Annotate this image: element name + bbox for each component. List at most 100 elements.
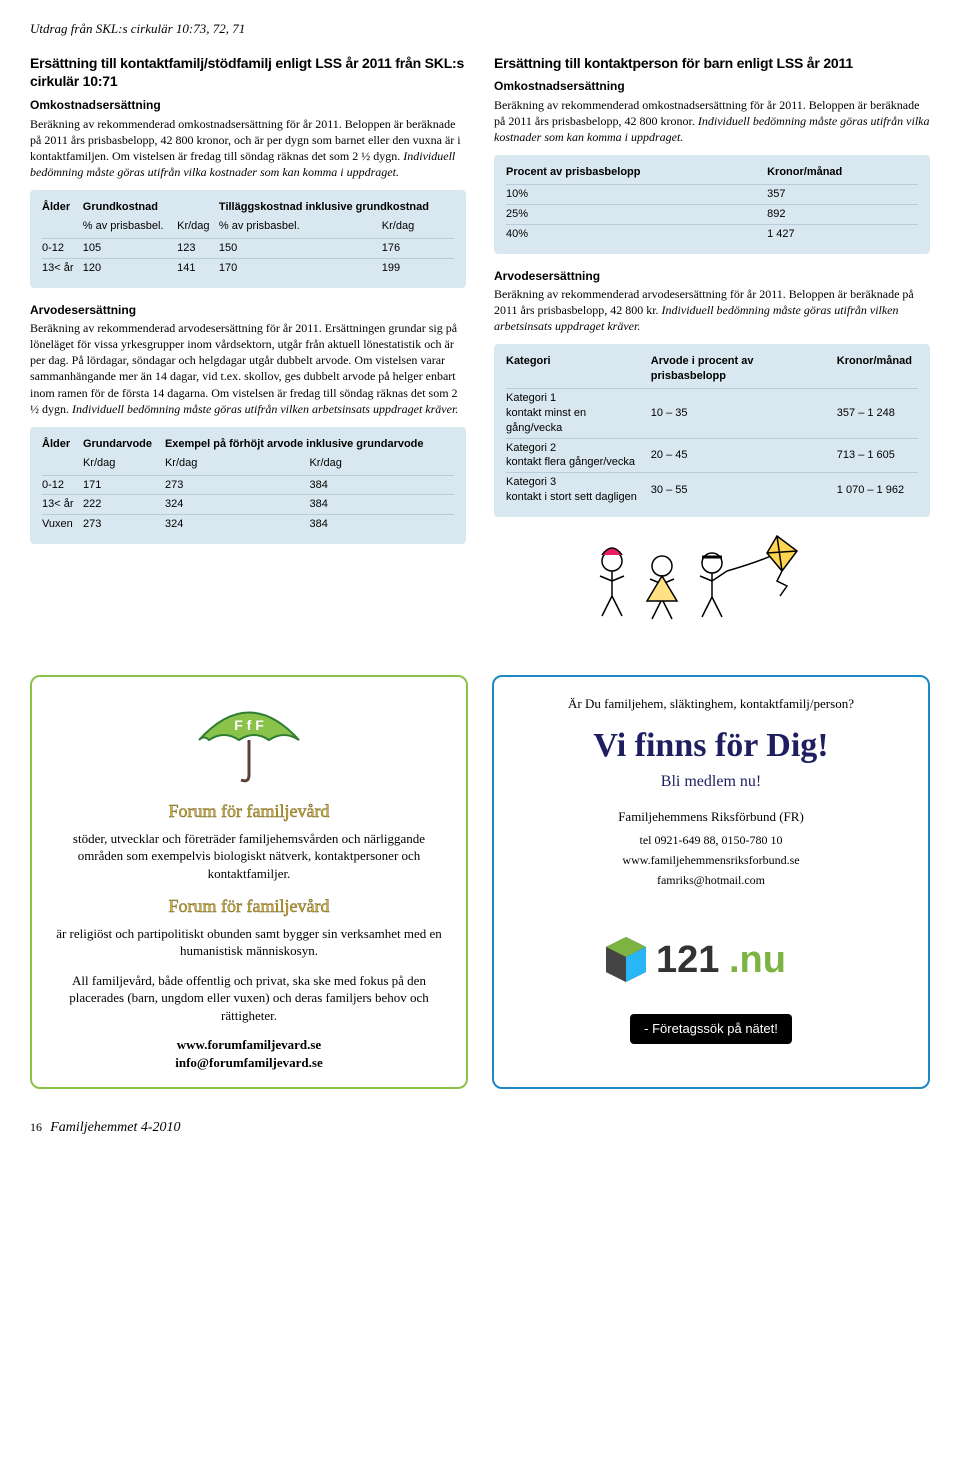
t2-h-ex: Exempel på förhöjt arvode inklusive grun…	[165, 435, 454, 456]
kat-name: Kategori 3	[506, 476, 556, 488]
cell: 384	[309, 495, 454, 515]
table-row: Kategori 3 kontakt i stort sett dagligen…	[506, 473, 918, 507]
table-row: 25% 892	[506, 204, 918, 224]
forum-p2: är religiöst och partipolitiskt obunden …	[52, 925, 446, 960]
fr-email[interactable]: famriks@hotmail.com	[514, 872, 908, 888]
left-arvode-head: Arvodesersättning	[30, 302, 466, 318]
fr-tel: tel 0921-649 88, 0150-780 10	[514, 832, 908, 848]
umbrella-icon: F f F	[52, 695, 446, 789]
fr-org: Familjehemmens Riksförbund (FR)	[514, 808, 908, 826]
children-kite-icon	[582, 531, 842, 631]
forum-url[interactable]: www.forumfamiljevard.se	[52, 1036, 446, 1054]
cell: 357 – 1 248	[837, 389, 918, 439]
rt2-h-kr: Kronor/månad	[837, 352, 918, 388]
cell: 123	[177, 238, 219, 258]
cell: 150	[219, 238, 382, 258]
left-table-1: Ålder Grundkostnad Tilläggskostnad inklu…	[30, 190, 466, 287]
cell: 357	[767, 185, 918, 205]
left-omkost-head: Omkostnadsersättning	[30, 97, 466, 113]
forum-title-2: Forum för familjevård	[52, 894, 446, 918]
forum-links: www.forumfamiljevard.se info@forumfamilj…	[52, 1036, 446, 1071]
t1-sub-kr2: Kr/dag	[382, 219, 454, 238]
kids-illustration	[494, 531, 930, 635]
table-row: 40% 1 427	[506, 224, 918, 243]
source-line: Utdrag från SKL:s cirkulär 10:73, 72, 71	[30, 20, 930, 38]
cell: 273	[165, 475, 310, 495]
left-omkost-body: Beräkning av rekommenderad omkostnadsers…	[30, 116, 466, 181]
left-table-2: Ålder Grundarvode Exempel på förhöjt arv…	[30, 427, 466, 544]
cell: 105	[83, 238, 177, 258]
rt2-h-kat: Kategori	[506, 352, 651, 388]
left-omkost-text: Beräkning av rekommenderad omkostnadsers…	[30, 117, 461, 163]
forum-p1: stöder, utvecklar och företräder familje…	[52, 830, 446, 883]
cell: 10 – 35	[651, 389, 837, 439]
cell: Vuxen	[42, 515, 83, 534]
t2-sub-kr3: Kr/dag	[309, 456, 454, 475]
table-row: 10% 357	[506, 185, 918, 205]
table-row: 13< år 120 141 170 199	[42, 258, 454, 277]
table-row: Kategori 2 kontakt flera gånger/vecka 20…	[506, 438, 918, 473]
cell: 273	[83, 515, 165, 534]
right-title: Ersättning till kontaktperson för barn e…	[494, 54, 930, 73]
cell: 30 – 55	[651, 473, 837, 507]
cell: Kategori 2 kontakt flera gånger/vecka	[506, 438, 651, 473]
kat-name: Kategori 1	[506, 392, 556, 404]
cell: 40%	[506, 224, 767, 243]
t2-sub-kr2: Kr/dag	[165, 456, 310, 475]
svg-text:121: 121	[656, 939, 719, 981]
cell: 1 070 – 1 962	[837, 473, 918, 507]
cell: Kategori 1 kontakt minst en gång/vecka	[506, 389, 651, 439]
table-row: 0-12 171 273 384	[42, 475, 454, 495]
cell: 1 427	[767, 224, 918, 243]
right-arvode-body: Beräkning av rekommenderad arvodesersätt…	[494, 286, 930, 335]
cell: 10%	[506, 185, 767, 205]
cell: 120	[83, 258, 177, 277]
table-row: 0-12 105 123 150 176	[42, 238, 454, 258]
cell: 0-12	[42, 475, 83, 495]
cell: 324	[165, 515, 310, 534]
t1-h-alder: Ålder	[42, 198, 83, 219]
fr-tagline: - Företagssök på nätet!	[630, 1014, 792, 1044]
ad-forum: F f F Forum för familjevård stöder, utve…	[30, 675, 468, 1089]
fr-headline: Vi finns för Dig!	[514, 723, 908, 769]
fr-web[interactable]: www.familjehemmensriksforbund.se	[514, 852, 908, 868]
cell: 324	[165, 495, 310, 515]
page-number: 16	[30, 1120, 42, 1134]
fr-question: Är Du familjehem, släktinghem, kontaktfa…	[514, 695, 908, 713]
right-column: Ersättning till kontaktperson för barn e…	[494, 54, 930, 636]
cell: 13< år	[42, 495, 83, 515]
table-row: Kategori 1 kontakt minst en gång/vecka 1…	[506, 389, 918, 439]
kat-name: Kategori 2	[506, 442, 556, 454]
cell: 713 – 1 605	[837, 438, 918, 473]
left-title: Ersättning till kontaktfamilj/stödfamilj…	[30, 54, 466, 92]
fr-subhead: Bli medlem nu!	[514, 771, 908, 793]
right-table-2: Kategori Arvode i procent av prisbasbelo…	[494, 344, 930, 517]
t2-h-grund: Grundarvode	[83, 435, 165, 456]
forum-email[interactable]: info@forumfamiljevard.se	[52, 1054, 446, 1072]
cell: 384	[309, 475, 454, 495]
ad-row: F f F Forum för familjevård stöder, utve…	[30, 675, 930, 1089]
t2-sub-kr1: Kr/dag	[83, 456, 165, 475]
svg-text:.nu: .nu	[729, 939, 786, 981]
table-row: 13< år 222 324 384	[42, 495, 454, 515]
right-omkost-head: Omkostnadsersättning	[494, 78, 930, 94]
forum-p3: All familjevård, både offentlig och priv…	[52, 972, 446, 1025]
kat-desc: kontakt minst en gång/vecka	[506, 407, 586, 434]
logo-121nu: 121 .nu	[601, 922, 821, 1006]
forum-title-1: Forum för familjevård	[52, 799, 446, 823]
t1-h-grund: Grundkostnad	[83, 198, 219, 219]
main-columns: Ersättning till kontaktfamilj/stödfamilj…	[30, 54, 930, 636]
t1-sub-kr1: Kr/dag	[177, 219, 219, 238]
rt2-h-arv: Arvode i procent av prisbasbelopp	[651, 352, 837, 388]
left-column: Ersättning till kontaktfamilj/stödfamilj…	[30, 54, 466, 636]
kat-desc: kontakt i stort sett dagligen	[506, 491, 637, 503]
cell: 384	[309, 515, 454, 534]
cell: 141	[177, 258, 219, 277]
svg-text:F f F: F f F	[234, 717, 264, 733]
cell: 222	[83, 495, 165, 515]
right-table-1: Procent av prisbasbelopp Kronor/månad 10…	[494, 155, 930, 253]
cell: 170	[219, 258, 382, 277]
cell: 20 – 45	[651, 438, 837, 473]
cell: 171	[83, 475, 165, 495]
left-arvode-italic: Individuell bedömning måste göras utifrå…	[72, 402, 458, 416]
